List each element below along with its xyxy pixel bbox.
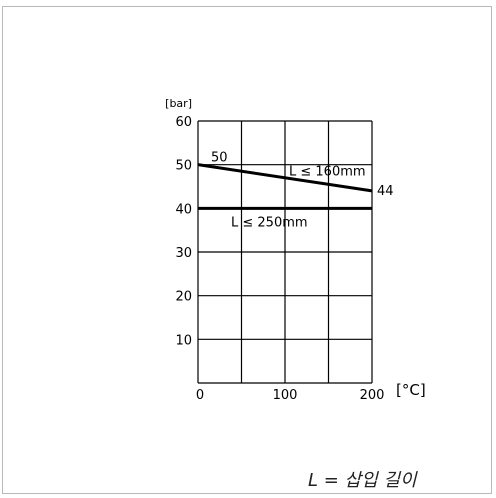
y-axis-unit-label: [bar] <box>165 97 192 110</box>
y-tick-label: 20 <box>175 290 192 305</box>
chart-labels: 10 20 30 40 50 60 0 100 200 [bar] [°C] 50 L ≤ 160mm 4… <box>165 97 426 403</box>
series-1-start-value-label: 50 <box>211 151 228 166</box>
x-tick-label: 200 <box>360 388 385 403</box>
y-tick-label: 60 <box>175 115 192 130</box>
x-tick-label: 0 <box>196 388 204 403</box>
series-line-1 <box>197 163 373 193</box>
y-tick-label: 40 <box>175 202 192 217</box>
x-axis-unit-label: [°C] <box>396 381 426 399</box>
series-1-end-value-label: 44 <box>377 184 394 199</box>
series-lines <box>197 163 373 210</box>
y-tick-label: 50 <box>175 159 192 174</box>
y-tick-label: 30 <box>175 246 192 261</box>
series-1-name-label: L ≤ 160mm <box>289 165 366 180</box>
y-tick-label: 10 <box>175 333 192 348</box>
figure-frame <box>2 6 492 494</box>
x-tick-label: 100 <box>273 388 298 403</box>
footnote-insertion-length: L = 삽입 길이 <box>308 470 417 491</box>
series-2-name-label: L ≤ 250mm <box>231 215 308 230</box>
